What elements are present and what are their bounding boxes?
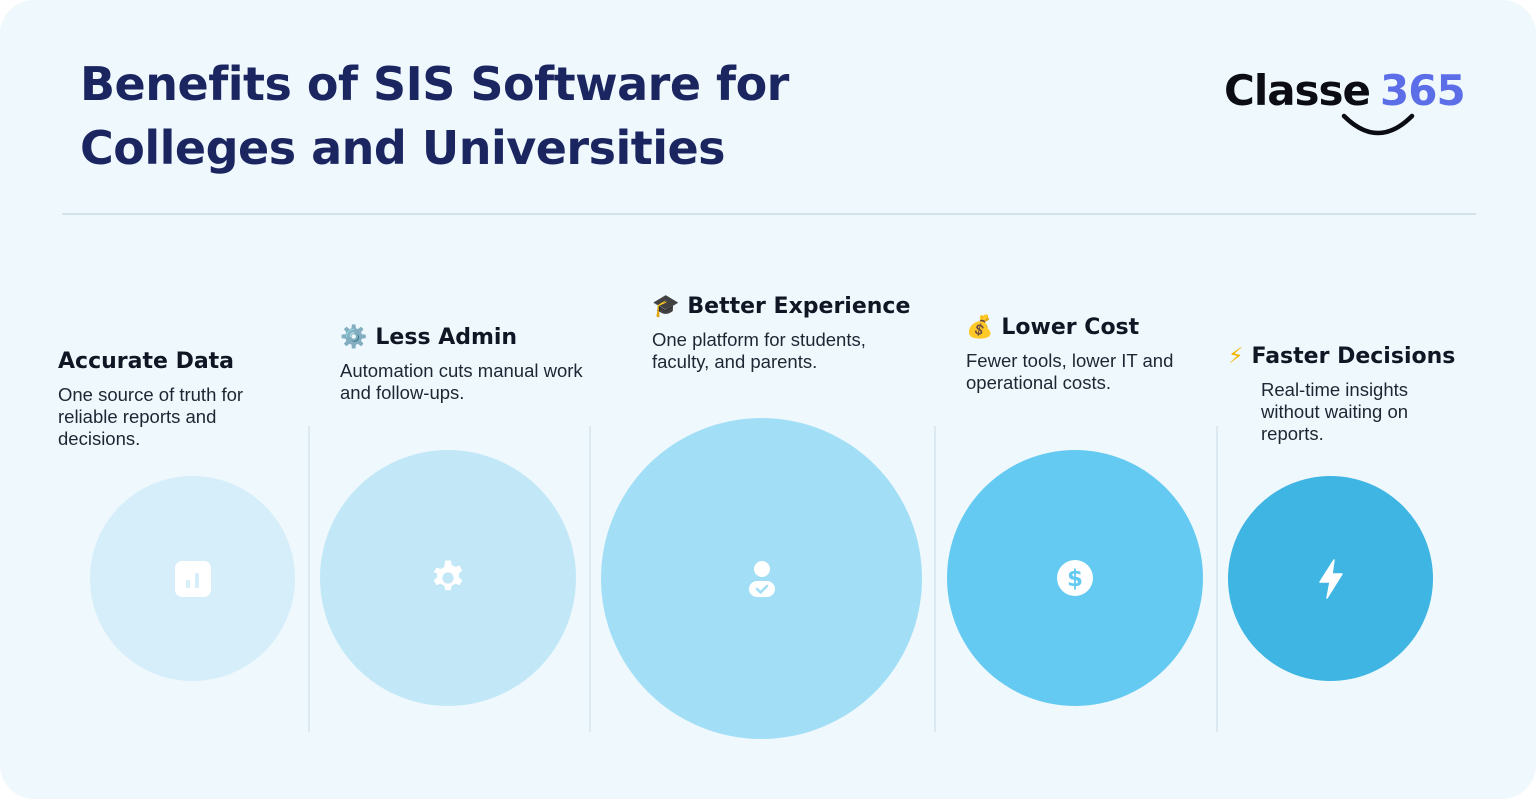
benefit-title: Accurate Data	[58, 348, 288, 376]
benefit-better-experience: 🎓 Better Experience One platform for stu…	[652, 293, 922, 373]
benefit-accurate-data: Accurate Data One source of truth for re…	[58, 348, 288, 450]
benefit-title-text: Lower Cost	[1001, 315, 1140, 340]
logo-word: Classe	[1224, 66, 1371, 115]
svg-text:$: $	[1067, 566, 1083, 592]
benefit-circle-lower-cost: $	[947, 450, 1203, 706]
benefit-description: Fewer tools, lower IT and operational co…	[966, 350, 1174, 393]
classe365-logo: Classe 365	[1224, 64, 1474, 144]
benefit-title: 🎓 Better Experience	[652, 293, 922, 321]
logo-smile-icon	[1341, 113, 1415, 136]
benefit-title-text: Faster Decisions	[1251, 344, 1456, 369]
benefit-title: ⚙️ Less Admin	[340, 324, 610, 352]
benefit-circle-less-admin	[320, 450, 576, 706]
user-check-icon	[748, 560, 775, 597]
chart-icon	[174, 560, 211, 597]
benefit-circle-accurate-data	[90, 476, 295, 681]
benefit-less-admin: ⚙️ Less Admin Automation cuts manual wor…	[340, 324, 610, 404]
benefit-title: 💰 Lower Cost	[966, 314, 1206, 342]
benefit-description: One platform for students, faculty, and …	[652, 329, 866, 372]
benefit-description: One source of truth for reliable reports…	[58, 384, 244, 449]
title-line-2: Colleges and Universities	[80, 121, 726, 175]
benefit-title-text: Better Experience	[687, 294, 911, 319]
title-line-1: Benefits of SIS Software for	[80, 57, 789, 111]
lightning-emoji-icon: ⚡	[1228, 344, 1244, 369]
benefit-circle-better-experience	[601, 418, 922, 739]
logo-number: 365	[1380, 66, 1466, 115]
money-bag-icon: 💰	[966, 315, 994, 340]
benefit-description: Real-time insights without waiting on re…	[1261, 379, 1409, 444]
benefit-circle-faster-decisions	[1228, 476, 1433, 681]
benefit-title-text: Accurate Data	[58, 349, 235, 374]
column-divider	[308, 426, 310, 732]
column-divider	[1216, 426, 1218, 732]
column-divider	[589, 426, 591, 732]
page-title: Benefits of SIS Software for Colleges an…	[80, 52, 789, 180]
column-divider	[934, 426, 936, 732]
gear-emoji-icon: ⚙️	[340, 325, 368, 350]
dollar-icon: $	[1057, 560, 1093, 596]
benefit-title-text: Less Admin	[375, 325, 518, 350]
benefit-title: ⚡ Faster Decisions	[1228, 343, 1468, 371]
graduation-cap-icon: 🎓	[652, 294, 680, 319]
benefit-description: Automation cuts manual work and follow-u…	[340, 360, 583, 403]
header-divider	[62, 213, 1476, 215]
lightning-icon	[1318, 558, 1343, 599]
benefit-faster-decisions: ⚡ Faster Decisions Real-time insights wi…	[1228, 343, 1468, 445]
benefit-lower-cost: 💰 Lower Cost Fewer tools, lower IT and o…	[966, 314, 1206, 394]
gear-icon	[433, 560, 463, 591]
